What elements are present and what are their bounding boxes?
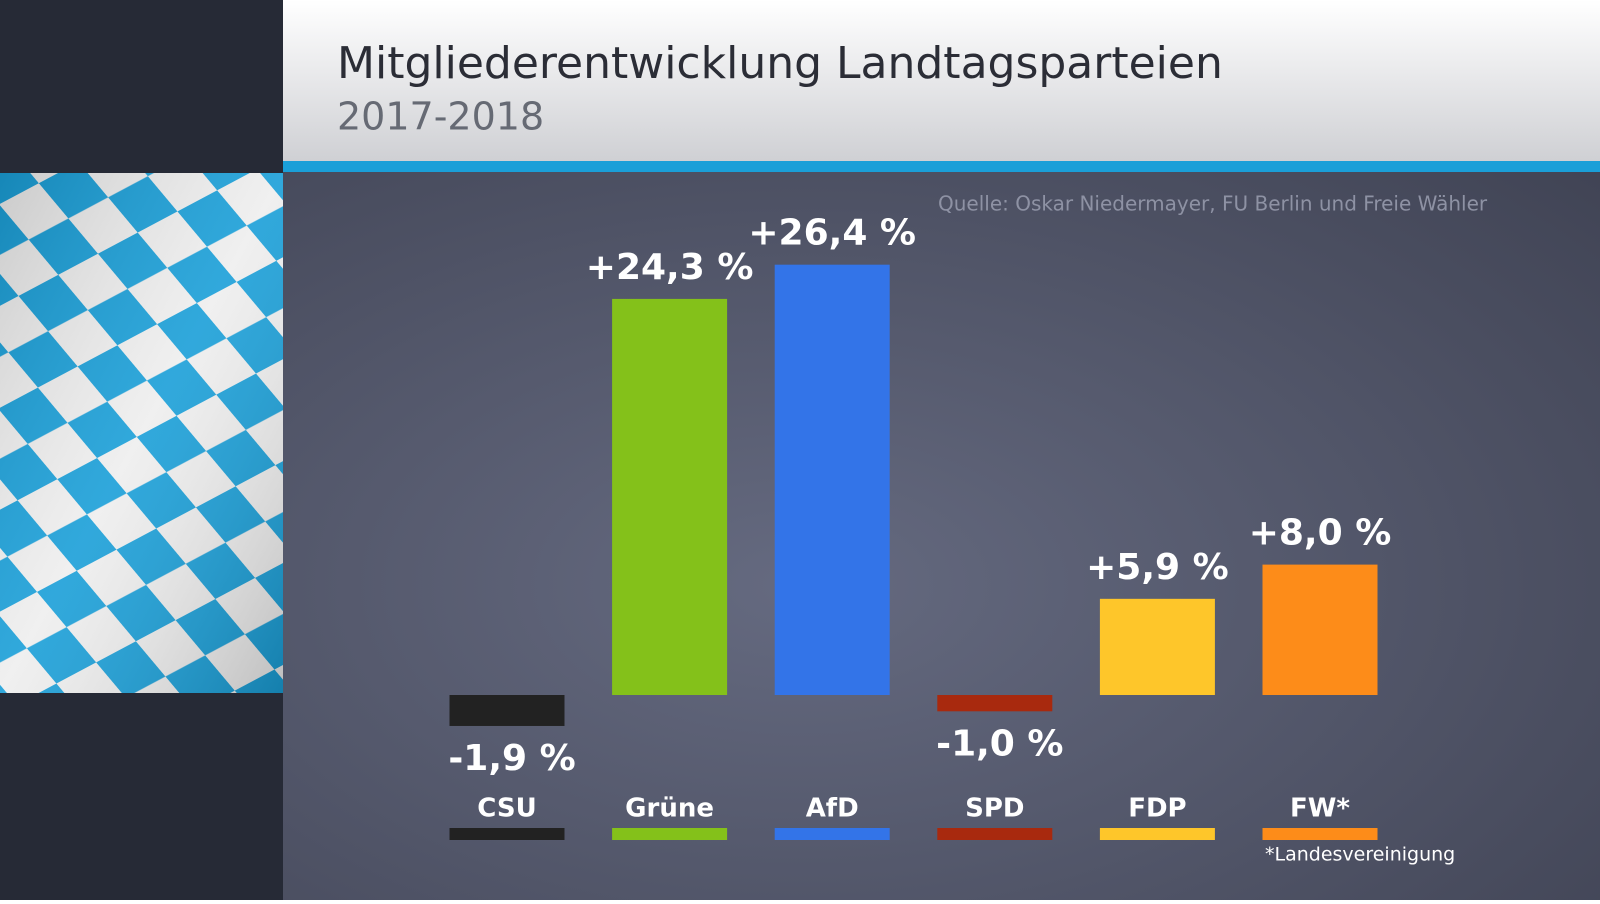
value-label: +8,0 % (1249, 513, 1392, 554)
bar (612, 298, 728, 695)
value-label: +5,9 % (1086, 547, 1229, 588)
category-label: SPD (965, 794, 1024, 824)
category-strip (774, 828, 890, 840)
category-strip (612, 828, 728, 840)
footnote: *Landesvereinigung (1265, 844, 1455, 866)
bar (774, 264, 890, 695)
header (283, 0, 1600, 161)
category-label: AfD (806, 794, 859, 824)
header-stripe (283, 161, 1600, 172)
value-label: -1,9 % (448, 738, 575, 779)
category-strip (937, 828, 1053, 840)
flag-shade (0, 173, 283, 693)
category-strip (449, 828, 565, 840)
category-label: FDP (1128, 794, 1186, 824)
bar (937, 695, 1053, 712)
bar (1262, 564, 1378, 695)
value-label: -1,0 % (936, 723, 1063, 764)
category-label: FW* (1290, 794, 1350, 824)
value-label: +26,4 % (748, 213, 916, 254)
bar (449, 695, 565, 726)
category-strip (1262, 828, 1378, 840)
category-strip (1099, 828, 1215, 840)
category-label: CSU (477, 794, 536, 824)
source: Quelle: Oskar Niedermayer, FU Berlin und… (938, 192, 1488, 216)
category-label: Grüne (625, 794, 714, 824)
value-label: +24,3 % (586, 247, 754, 288)
chart-title: Mitgliederentwicklung Landtagsparteien (337, 38, 1223, 89)
bar (1099, 598, 1215, 695)
chart-subtitle: 2017-2018 (337, 95, 544, 139)
